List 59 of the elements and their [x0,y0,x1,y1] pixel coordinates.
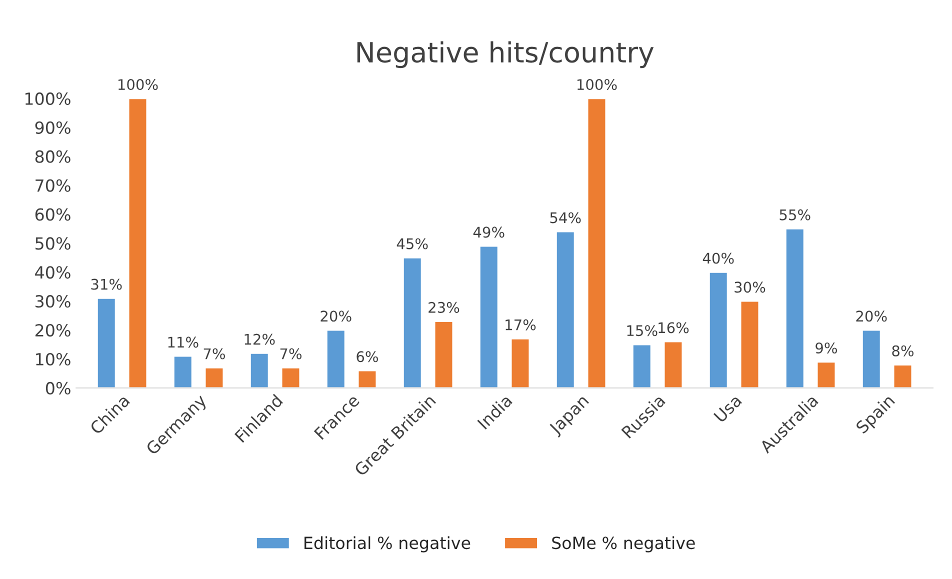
y-tick-label: 60% [35,208,70,221]
bar [250,352,270,388]
data-label: 31% [91,278,122,290]
bar [892,364,913,388]
bar [128,98,148,388]
bar [862,329,882,388]
bar [357,370,378,388]
data-label: 11% [168,336,198,348]
data-label: 40% [702,252,734,264]
data-label: 55% [780,209,810,220]
data-label: 12% [244,334,275,345]
bar [740,300,760,388]
data-label: 45% [396,238,428,250]
data-label: 9% [816,342,838,354]
data-label: 100% [578,79,617,90]
y-tick-label: 40% [35,266,70,279]
bar [402,256,422,388]
data-label: 16% [658,322,689,334]
data-label: 6% [356,351,378,362]
bar [708,271,728,388]
bar [586,98,607,388]
bar [632,344,652,388]
bar [556,230,576,388]
data-label: 30% [734,282,766,293]
data-label: 100% [118,79,158,90]
data-label: 20% [856,310,887,322]
bar [326,329,346,388]
data-label: 54% [550,212,581,224]
y-tick-label: 10% [36,352,70,366]
data-label: 49% [473,226,504,238]
legend-label: Editorial % negative [304,536,470,552]
bar [785,228,805,388]
legend-label: SoMe % negative [552,536,695,552]
chart-title: Negative hits/country [357,41,654,68]
bar [434,320,454,388]
data-label: 7% [280,348,302,360]
y-tick-label: 50% [36,237,70,250]
y-tick-label: 30% [36,295,70,308]
bar [96,297,116,388]
data-label: 23% [428,302,460,313]
bar [204,366,224,388]
bar [479,245,499,388]
y-tick-label: 80% [35,150,70,163]
bar [816,361,836,388]
x-tick-label: Usa [713,394,742,423]
y-tick-label: 20% [35,324,70,337]
bar [173,355,193,388]
y-tick-label: 90% [35,121,70,134]
bar [280,366,301,388]
data-label: 20% [320,310,352,322]
y-tick-label: 100% [25,92,70,105]
data-label: 17% [506,319,536,330]
data-label: 15% [627,325,658,336]
data-label: 7% [204,348,226,360]
bar [510,338,530,388]
y-tick-label: 70% [36,179,70,192]
data-label: 8% [892,345,914,356]
bar [663,340,684,388]
y-tick-label: 0% [46,382,70,394]
